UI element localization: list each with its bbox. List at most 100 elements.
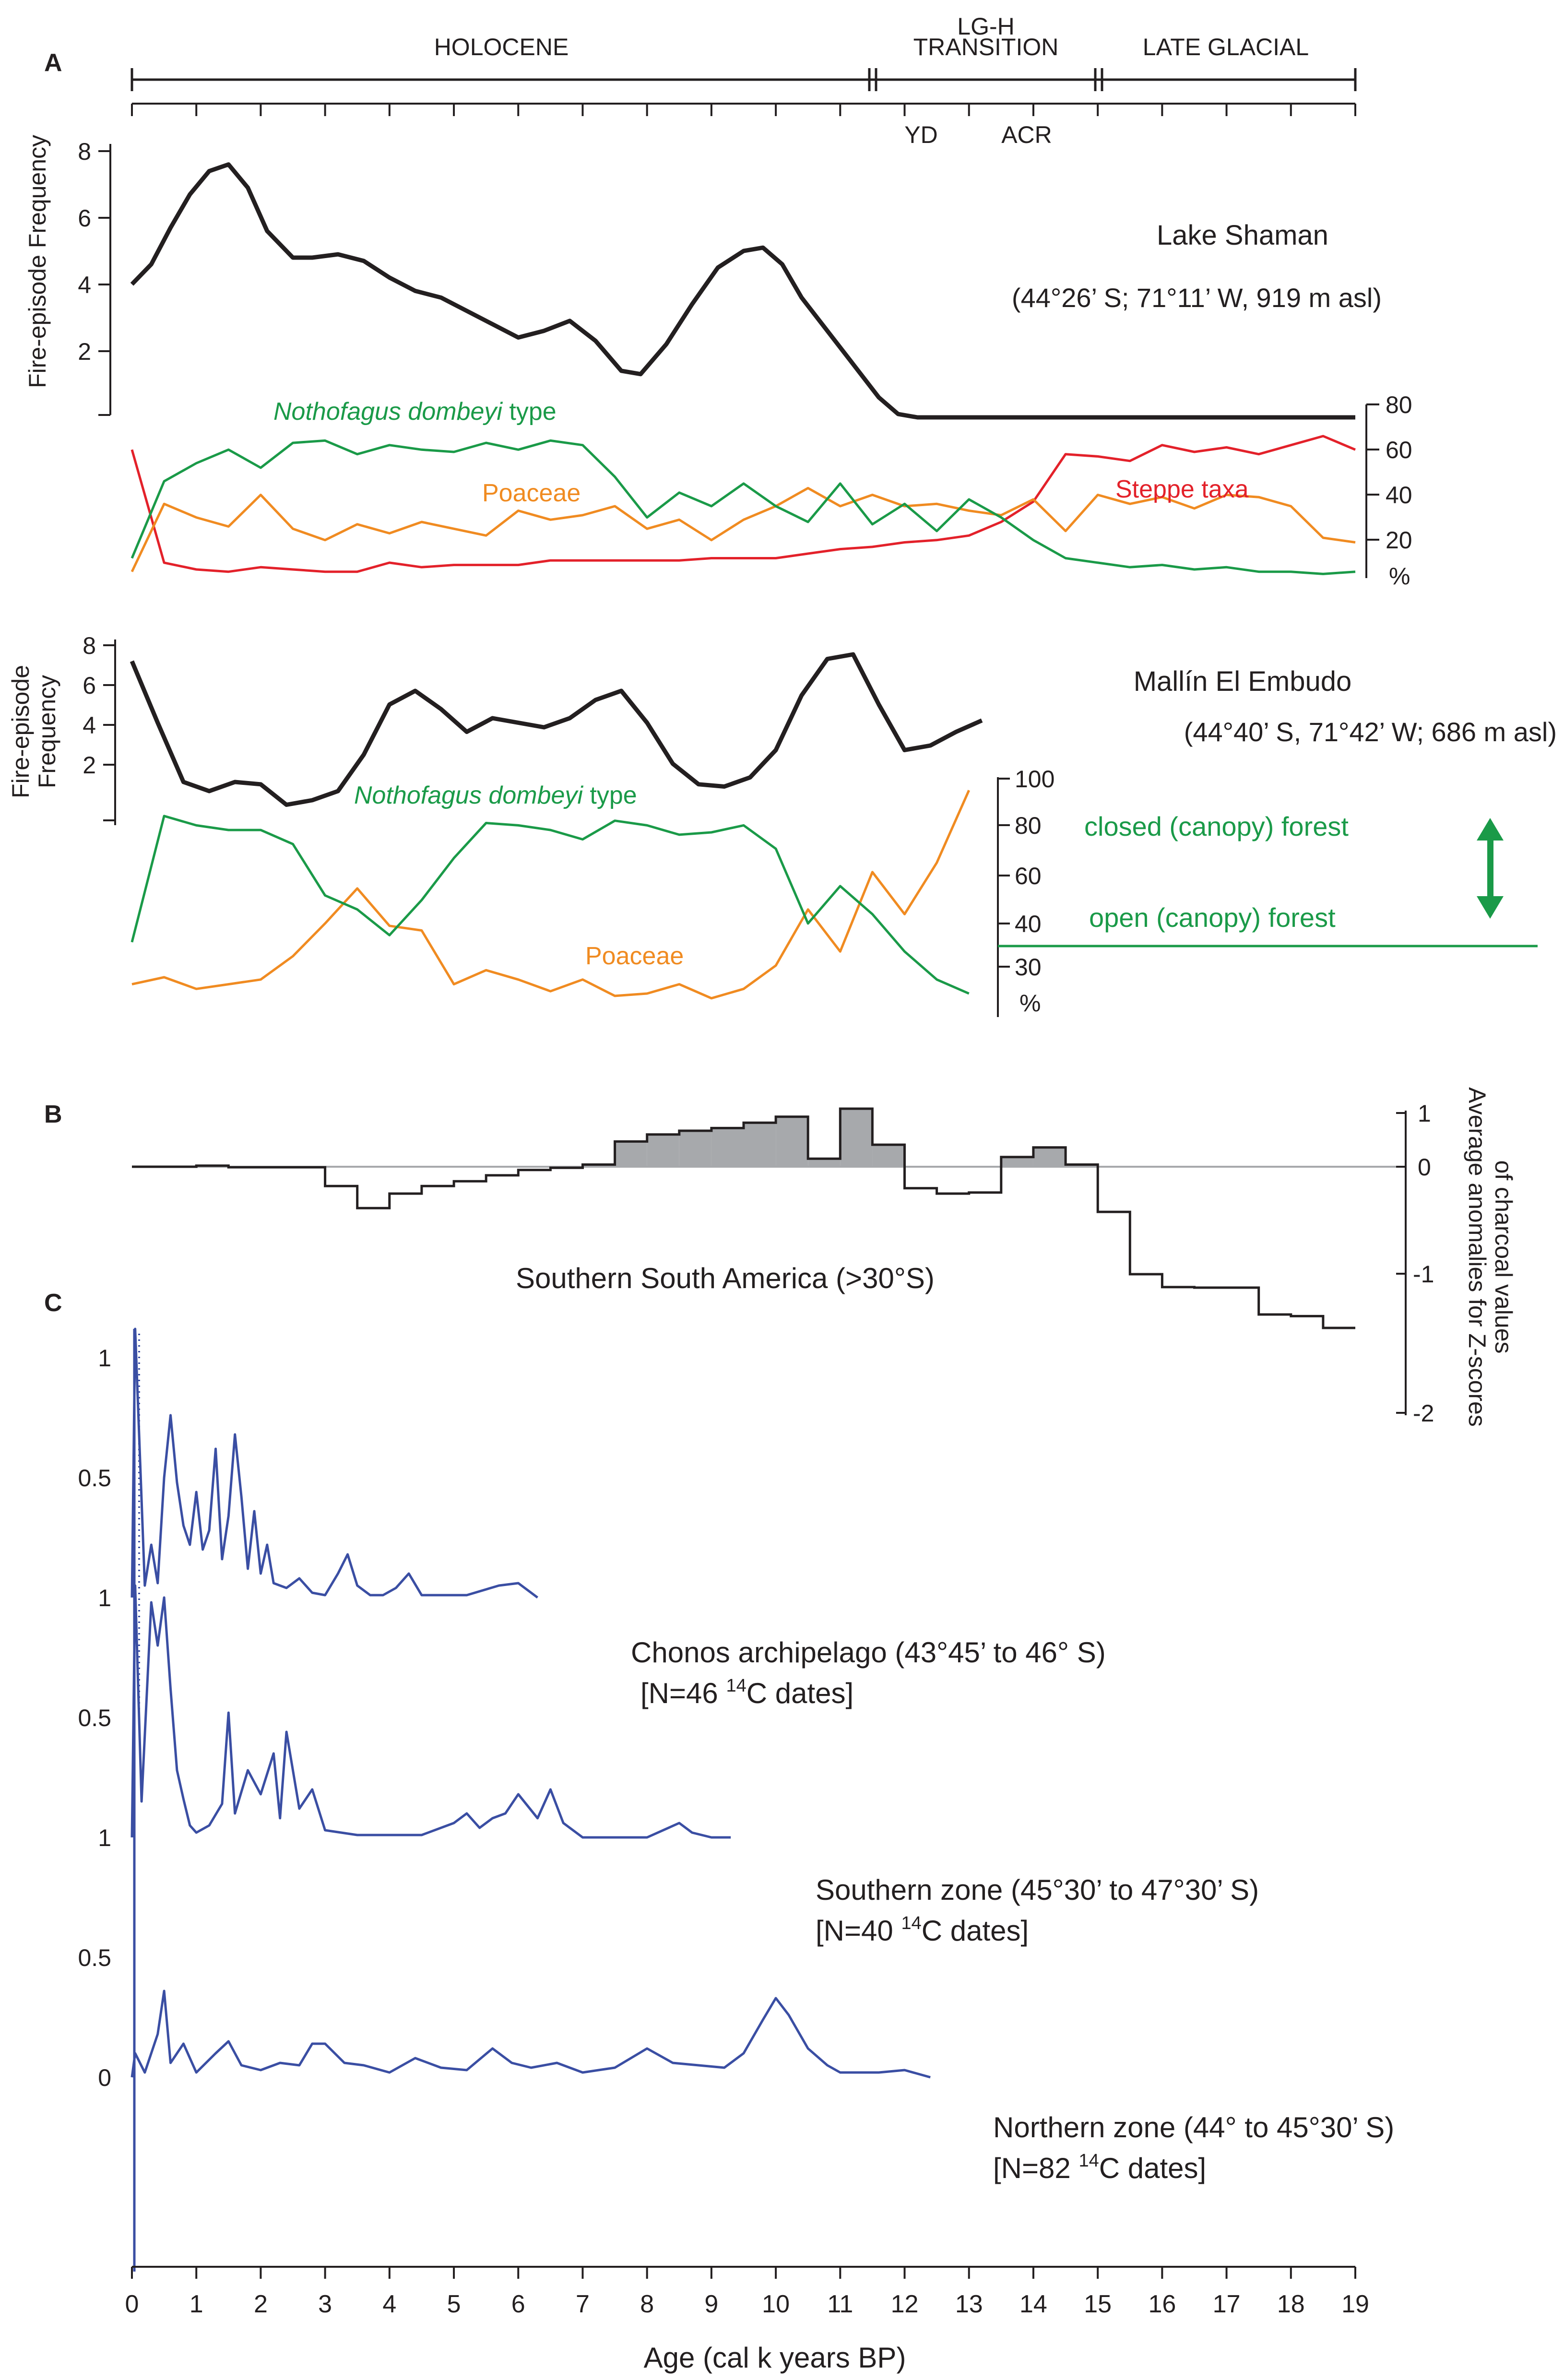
shaman-fire-tick-labels: 8 6 4 2 — [78, 138, 91, 365]
southern-dates: C dates] — [922, 1915, 1029, 1947]
x-tick-label: 19 — [1341, 2290, 1369, 2318]
shaman-pollen-axis — [1365, 403, 1379, 578]
x-tick-label: 2 — [254, 2290, 268, 2318]
c-tick-labels: 1 0.5 1 0.5 1 0.5 0 — [78, 1345, 111, 2091]
anomaly-tick-labels: 1 0 -1 -2 — [1413, 1100, 1434, 1427]
c-tick: 0.5 — [78, 1705, 111, 1731]
embudo-pollen-tick: 100 — [1015, 766, 1055, 793]
holocene-label: HOLOCENE — [434, 34, 569, 60]
x-tick-label: 11 — [827, 2290, 853, 2318]
shaman-pollen-tick-labels: 80 60 40 20 % — [1386, 391, 1412, 590]
anomaly-positive-bar — [1001, 1157, 1033, 1167]
shaman-pollen-tick: 40 — [1386, 482, 1412, 509]
embudo-poaceae-line — [131, 790, 970, 1000]
lgh-label-2: TRANSITION — [913, 34, 1059, 60]
yd-label: YD — [904, 121, 937, 148]
embudo-fire-tick-labels: 8 6 4 2 — [83, 632, 96, 779]
southern-n: [N=40 — [816, 1915, 901, 1947]
embudo-nothofagus-line — [130, 815, 970, 995]
southern-label-1: Southern zone (45°30’ to 47°30’ S) — [816, 1874, 1259, 1906]
acr-label: ACR — [1001, 121, 1052, 148]
period-bar — [130, 68, 1357, 91]
c-tick: 1 — [98, 1345, 111, 1372]
chonos-line — [130, 1327, 538, 1599]
chonos-n: [N=46 — [640, 1677, 726, 1709]
shaman-site-coords: (44°26’ S; 71°11’ W, 919 m asl) — [1012, 283, 1382, 313]
embudo-nothofagus-label: Nothofagus dombeyi type — [354, 781, 637, 809]
x-tick-label: 9 — [704, 2290, 718, 2318]
anomaly-step-line — [132, 1107, 1355, 1329]
embudo-fire-tick: 2 — [83, 752, 96, 779]
embudo-fire-ylabel-1: Fire-episode — [7, 665, 34, 798]
embudo-nothofagus-name: Nothofagus dombeyi — [354, 781, 583, 809]
x-tick-label: 10 — [762, 2290, 790, 2318]
southern-zone-line — [130, 1584, 731, 1839]
anomaly-positive-bar — [679, 1130, 711, 1167]
embudo-pollen-tick-labels: 100 80 60 40 30 % — [1015, 766, 1055, 1017]
x-tick-label: 13 — [955, 2290, 983, 2318]
northern-dates: C dates] — [1099, 2152, 1206, 2184]
shaman-nothofagus-suffix: type — [502, 398, 557, 426]
anomaly-tick: 1 — [1418, 1100, 1431, 1127]
shaman-steppe-label: Steppe taxa — [1115, 475, 1249, 503]
canopy-arrow-icon — [1477, 818, 1504, 919]
embudo-poaceae-label: Poaceae — [585, 942, 684, 970]
embudo-pollen-tick: 80 — [1015, 812, 1042, 839]
southern-label-2: [N=40 14C dates] — [816, 1913, 1029, 1947]
northern-zone-line — [130, 1989, 931, 2079]
late-glacial-label: LATE GLACIAL — [1143, 34, 1309, 60]
x-tick-label: 8 — [640, 2290, 654, 2318]
shaman-steppe-line — [130, 435, 1356, 573]
southern-sup: 14 — [901, 1913, 921, 1933]
anomaly-axis — [1396, 1111, 1407, 1415]
shaman-pollen-tick: 20 — [1386, 527, 1412, 554]
northern-label-2: [N=82 14C dates] — [993, 2151, 1206, 2184]
embudo-fire-ylabel-2: Frequency — [34, 675, 60, 788]
x-tick-label: 16 — [1148, 2290, 1176, 2318]
anomaly-positive-bar — [615, 1141, 647, 1167]
x-tick-label: 0 — [125, 2290, 139, 2318]
chonos-sup: 14 — [726, 1676, 746, 1696]
x-tick-label: 12 — [891, 2290, 919, 2318]
c-tick: 1 — [98, 1585, 111, 1611]
x-tick-label: 15 — [1084, 2290, 1112, 2318]
x-axis-label: Age (cal k years BP) — [644, 2342, 906, 2374]
shaman-fire-tick: 8 — [78, 138, 91, 165]
top-tick-axis — [131, 103, 1356, 116]
shaman-site-name: Lake Shaman — [1157, 220, 1328, 251]
x-tick-label: 6 — [511, 2290, 525, 2318]
shaman-nothofagus-label: Nothofagus dombeyi type — [273, 398, 557, 426]
c-tick: 0 — [98, 2064, 111, 2091]
chonos-label-1: Chonos archipelago (43°45’ to 46° S) — [631, 1636, 1106, 1669]
shaman-poaceae-line — [130, 486, 1356, 572]
embudo-pollen-tick: 40 — [1015, 911, 1042, 937]
embudo-fire-axis — [103, 639, 116, 825]
embudo-pollen-axis — [997, 777, 1010, 1017]
embudo-pollen-tick: 60 — [1015, 863, 1042, 889]
x-axis — [131, 2266, 1356, 2279]
embudo-pollen-unit: % — [1019, 990, 1041, 1017]
shaman-poaceae-label: Poaceae — [482, 479, 581, 507]
northern-sup: 14 — [1078, 2151, 1099, 2171]
x-tick-label: 3 — [318, 2290, 332, 2318]
shaman-fire-ylabel: Fire-episode Frequency — [24, 135, 51, 388]
embudo-fire-tick: 4 — [83, 712, 96, 739]
embudo-fire-tick: 8 — [83, 632, 96, 659]
panel-c-label: C — [44, 1289, 62, 1317]
embudo-pollen-tick: 30 — [1015, 954, 1042, 981]
anomaly-positive-bar — [808, 1159, 841, 1167]
open-forest-label: open (canopy) forest — [1089, 902, 1336, 933]
shaman-fire-tick: 2 — [78, 338, 91, 365]
x-tick-label: 1 — [190, 2290, 203, 2318]
shaman-nothofagus-name: Nothofagus dombeyi — [273, 398, 503, 426]
shaman-pollen-tick: 60 — [1386, 437, 1412, 463]
anomaly-positive-bar — [872, 1145, 905, 1167]
panel-b-label: B — [44, 1101, 62, 1128]
chonos-label-2: [N=46 14C dates] — [640, 1676, 853, 1709]
anomaly-tick: 0 — [1418, 1154, 1431, 1181]
anomaly-ylabel-1: Average anomalies for Z-scores — [1464, 1087, 1491, 1427]
anomaly-ylabel-2: of charcoal values — [1490, 1160, 1517, 1353]
c-tick: 0.5 — [78, 1465, 111, 1492]
northern-n: [N=82 — [993, 2152, 1078, 2184]
x-tick-label: 7 — [576, 2290, 590, 2318]
